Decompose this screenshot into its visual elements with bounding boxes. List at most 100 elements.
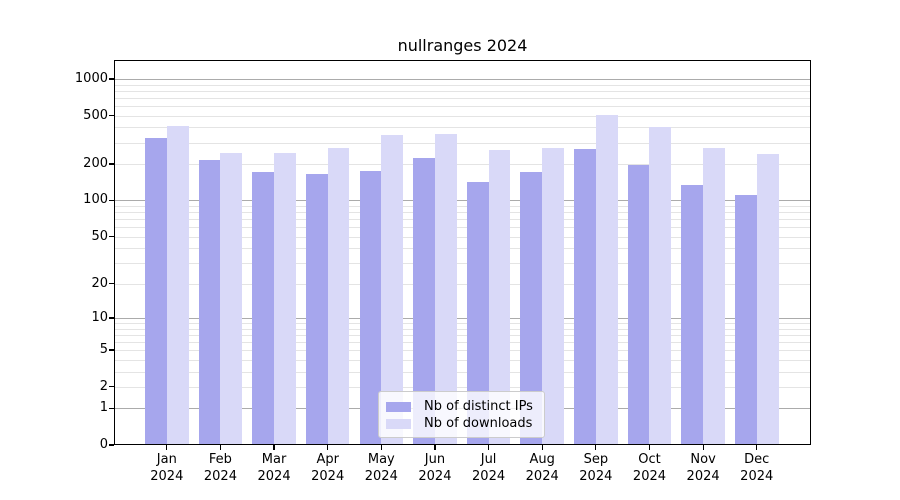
x-tick-label-may: May 2024 bbox=[349, 452, 413, 485]
bar-downloads-jul bbox=[488, 150, 511, 445]
x-tick-year: 2024 bbox=[203, 468, 237, 484]
x-tick-month: Dec bbox=[744, 452, 770, 467]
bar-downloads-jan bbox=[166, 125, 189, 445]
bar-downloads-sep bbox=[595, 115, 618, 445]
gridline-minor bbox=[114, 328, 811, 330]
bar-distinct-ips-feb bbox=[198, 160, 221, 445]
x-tick-month: Mar bbox=[261, 452, 287, 467]
bar-downloads-feb bbox=[220, 153, 243, 445]
x-tick-month: Jan bbox=[156, 452, 177, 467]
gridline-minor bbox=[114, 341, 811, 343]
gridline-minor bbox=[114, 219, 811, 221]
y-tick-label-50: 50 bbox=[91, 228, 108, 244]
bar-distinct-ips-nov bbox=[681, 185, 704, 445]
gridline-major bbox=[114, 78, 811, 80]
chart-title: nullranges 2024 bbox=[397, 36, 528, 55]
gridline-minor bbox=[114, 263, 811, 265]
x-tick-label-jul: Jul 2024 bbox=[457, 452, 521, 485]
bar-distinct-ips-oct bbox=[627, 165, 650, 445]
bar-downloads-dec bbox=[756, 153, 779, 445]
y-tick-label-5: 5 bbox=[99, 342, 108, 358]
y-tick-label-2: 2 bbox=[99, 378, 108, 394]
y-tick-mark-5 bbox=[109, 349, 114, 351]
bar-distinct-ips-may bbox=[359, 171, 382, 445]
bar-downloads-apr bbox=[327, 147, 350, 445]
bar-distinct-ips-aug bbox=[520, 172, 543, 445]
x-tick-year: 2024 bbox=[525, 468, 559, 484]
x-tick-mark-nov bbox=[702, 445, 704, 450]
y-tick-label-20: 20 bbox=[91, 275, 108, 291]
bar-distinct-ips-mar bbox=[252, 171, 275, 445]
legend-row-downloads: Nb of downloads bbox=[386, 415, 536, 432]
x-tick-label-nov: Nov 2024 bbox=[671, 452, 735, 485]
x-tick-year: 2024 bbox=[740, 468, 774, 484]
x-tick-label-jun: Jun 2024 bbox=[403, 452, 467, 485]
gridline-minor bbox=[114, 97, 811, 99]
gridline-minor bbox=[114, 212, 811, 214]
gridline-minor bbox=[114, 164, 811, 165]
gridline-minor bbox=[114, 105, 811, 107]
bar-downloads-oct bbox=[649, 126, 672, 445]
gridline-minor bbox=[114, 127, 811, 129]
y-tick-mark-1000 bbox=[109, 78, 114, 80]
x-tick-year: 2024 bbox=[257, 468, 291, 484]
y-tick-mark-200 bbox=[109, 163, 114, 165]
gridline-minor bbox=[114, 236, 811, 238]
y-tick-mark-500 bbox=[109, 115, 114, 117]
gridline-minor bbox=[114, 350, 811, 352]
gridline-minor bbox=[114, 205, 811, 207]
legend-swatch-distinct-ips bbox=[386, 401, 411, 412]
gridline-minor bbox=[114, 283, 811, 285]
x-tick-mark-dec bbox=[756, 445, 758, 450]
x-tick-mark-apr bbox=[327, 445, 329, 450]
bar-downloads-aug bbox=[542, 147, 564, 445]
x-tick-year: 2024 bbox=[579, 468, 613, 484]
gridline-minor bbox=[114, 84, 811, 86]
x-tick-label-aug: Aug 2024 bbox=[510, 452, 574, 485]
x-tick-year: 2024 bbox=[686, 468, 720, 484]
x-tick-month: Apr bbox=[316, 452, 339, 467]
legend: Nb of distinct IPs Nb of downloads bbox=[378, 391, 545, 438]
x-tick-month: Nov bbox=[690, 452, 716, 467]
y-tick-mark-2 bbox=[109, 386, 114, 388]
x-tick-mark-may bbox=[380, 445, 382, 450]
gridline-minor bbox=[114, 90, 811, 92]
x-tick-label-jan: Jan 2024 bbox=[135, 452, 199, 485]
y-tick-label-0: 0 bbox=[99, 437, 108, 452]
y-tick-label-200: 200 bbox=[83, 156, 108, 171]
legend-label-distinct-ips: Nb of distinct IPs bbox=[424, 399, 533, 414]
x-tick-month: May bbox=[367, 452, 395, 467]
x-tick-mark-sep bbox=[595, 445, 597, 450]
x-tick-mark-jul bbox=[487, 445, 490, 450]
y-tick-label-500: 500 bbox=[83, 107, 108, 123]
x-tick-mark-jun bbox=[434, 445, 436, 450]
gridline-major bbox=[114, 317, 811, 319]
x-tick-month: Jul bbox=[480, 452, 497, 467]
gridline-minor bbox=[114, 142, 811, 144]
legend-label-downloads: Nb of downloads bbox=[424, 416, 533, 431]
gridline-minor bbox=[114, 359, 811, 361]
x-tick-label-dec: Dec 2024 bbox=[725, 452, 789, 485]
legend-swatch-downloads bbox=[386, 418, 411, 429]
gridline-minor bbox=[114, 334, 811, 336]
y-tick-label-1: 1 bbox=[99, 400, 108, 416]
bar-downloads-jun bbox=[434, 133, 457, 445]
x-tick-mark-jan bbox=[166, 445, 168, 450]
gridline-minor bbox=[114, 115, 811, 117]
gridline-minor bbox=[114, 248, 811, 250]
y-tick-label-1000: 1000 bbox=[74, 70, 108, 86]
x-tick-month: Feb bbox=[208, 452, 232, 467]
y-tick-mark-1 bbox=[109, 407, 114, 409]
y-tick-mark-10 bbox=[109, 317, 114, 319]
bar-distinct-ips-jun bbox=[413, 157, 435, 445]
x-tick-month: Jun bbox=[424, 452, 446, 467]
y-tick-mark-20 bbox=[109, 283, 114, 285]
bar-distinct-ips-jan bbox=[145, 138, 167, 445]
bar-distinct-ips-dec bbox=[734, 194, 757, 445]
x-tick-year: 2024 bbox=[311, 468, 345, 484]
x-tick-label-feb: Feb 2024 bbox=[188, 452, 252, 485]
y-tick-mark-0 bbox=[109, 444, 114, 446]
x-tick-mark-aug bbox=[541, 445, 543, 450]
x-tick-label-mar: Mar 2024 bbox=[242, 452, 306, 485]
